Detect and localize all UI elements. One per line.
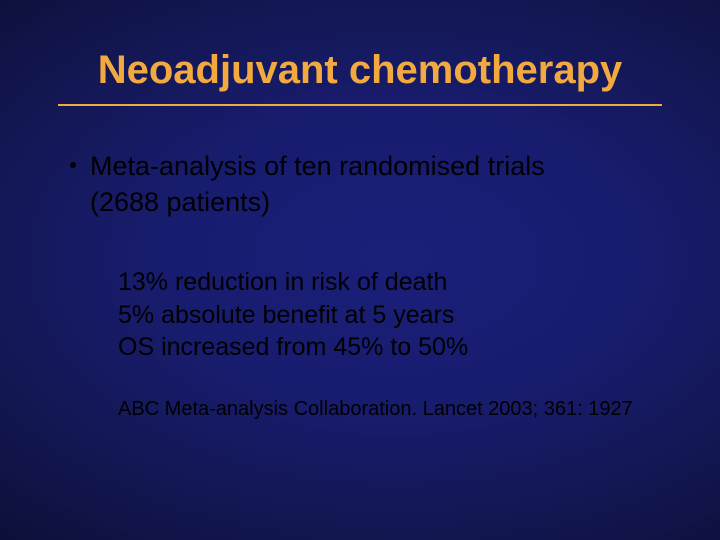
- sub-line-3: OS increased from 45% to 50%: [118, 331, 658, 364]
- slide: Neoadjuvant chemotherapy Meta-analysis o…: [0, 0, 720, 540]
- bullet-dot-icon: [70, 162, 76, 168]
- slide-title: Neoadjuvant chemotherapy: [0, 48, 720, 93]
- bullet-line-1: Meta-analysis of ten randomised trials: [90, 151, 545, 181]
- sub-block: 13% reduction in risk of death 5% absolu…: [118, 266, 658, 364]
- bullet-item: Meta-analysis of ten randomised trials (…: [90, 148, 650, 221]
- sub-line-2: 5% absolute benefit at 5 years: [118, 299, 658, 332]
- bullet-line-2: (2688 patients): [90, 187, 270, 217]
- sub-line-1: 13% reduction in risk of death: [118, 266, 658, 299]
- title-underline: [58, 104, 662, 106]
- citation-text: ABC Meta-analysis Collaboration. Lancet …: [118, 398, 678, 421]
